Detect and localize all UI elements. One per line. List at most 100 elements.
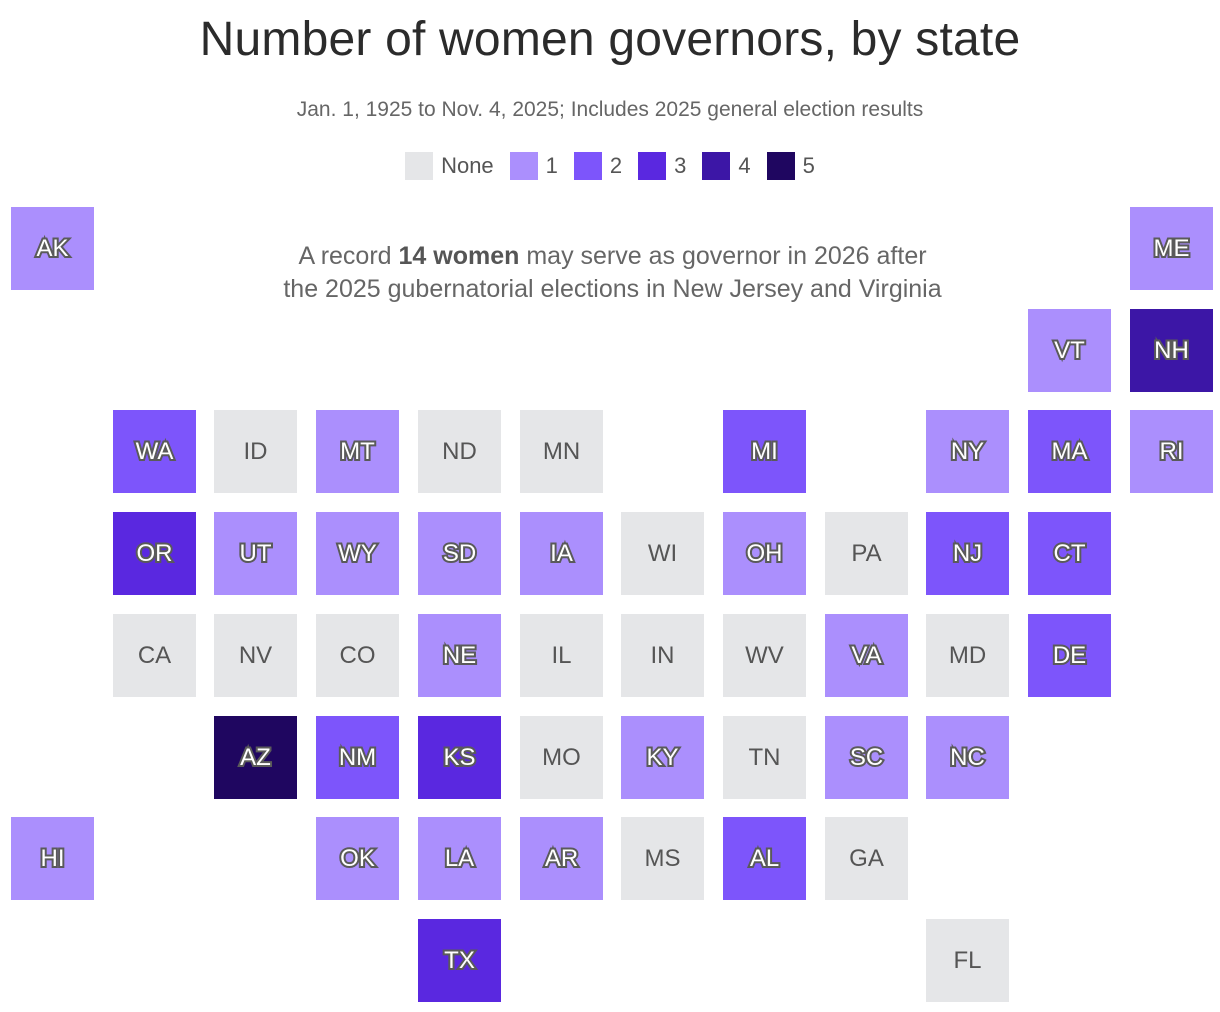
state-tile-ne[interactable]: NE [418, 614, 501, 697]
legend-swatch [702, 152, 731, 180]
state-label: MT [338, 436, 377, 467]
state-tile-mi[interactable]: MI [723, 410, 806, 493]
legend-label: 1 [545, 153, 558, 178]
state-label: NE [441, 640, 478, 671]
state-label: NM [337, 742, 378, 773]
annotation-post: may serve as governor in 2026 after the … [283, 242, 942, 303]
state-label: MI [749, 436, 780, 467]
state-tile-nc[interactable]: NC [926, 716, 1009, 799]
legend-label: None [441, 153, 494, 178]
state-tile-pa[interactable]: PA [825, 512, 908, 595]
legend-item: 1 [509, 152, 558, 180]
state-tile-ok[interactable]: OK [316, 817, 399, 900]
state-tile-ut[interactable]: UT [214, 512, 297, 595]
state-tile-nv[interactable]: NV [214, 614, 297, 697]
state-tile-co[interactable]: CO [316, 614, 399, 697]
state-label: TX [442, 945, 477, 976]
state-label: ME [1152, 233, 1192, 264]
state-label: HI [39, 843, 67, 874]
legend-label: 3 [674, 153, 687, 178]
state-tile-wy[interactable]: WY [316, 512, 399, 595]
state-tile-mn[interactable]: MN [520, 410, 603, 493]
annotation-pre: A record [298, 242, 399, 270]
state-label: AL [748, 843, 781, 874]
state-tile-ga[interactable]: GA [825, 817, 908, 900]
state-tile-fl[interactable]: FL [926, 919, 1009, 1002]
state-label: WA [134, 436, 176, 467]
legend: None 1 2 3 4 5 [0, 152, 1220, 180]
state-tile-sc[interactable]: SC [825, 716, 908, 799]
state-label: ND [442, 437, 477, 465]
legend-swatch [509, 152, 538, 180]
state-tile-nh[interactable]: NH [1130, 309, 1213, 392]
state-label: VA [849, 640, 883, 671]
state-label: NV [238, 641, 273, 669]
annotation-bold: 14 women [398, 242, 520, 270]
state-label: IN [650, 641, 675, 669]
state-tile-nd[interactable]: ND [418, 410, 501, 493]
state-tile-ny[interactable]: NY [926, 410, 1009, 493]
annotation: A record 14 women may serve as governor … [280, 240, 945, 306]
state-tile-nm[interactable]: NM [316, 716, 399, 799]
state-tile-az[interactable]: AZ [214, 716, 297, 799]
state-tile-ri[interactable]: RI [1130, 410, 1213, 493]
state-label: WI [647, 539, 678, 567]
state-label: FL [953, 946, 982, 974]
state-tile-me[interactable]: ME [1130, 207, 1213, 290]
state-tile-mo[interactable]: MO [520, 716, 603, 799]
state-label: CA [137, 641, 172, 669]
state-label: OR [135, 538, 175, 569]
state-label: GA [849, 844, 884, 872]
state-tile-tx[interactable]: TX [418, 919, 501, 1002]
state-tile-la[interactable]: LA [418, 817, 501, 900]
state-tile-wv[interactable]: WV [723, 614, 806, 697]
state-label: TN [748, 743, 781, 771]
state-tile-ma[interactable]: MA [1028, 410, 1111, 493]
state-label: OH [745, 538, 785, 569]
state-label: SD [441, 538, 478, 569]
state-label: WV [745, 641, 784, 669]
legend-swatch [405, 152, 434, 180]
state-label: MN [542, 437, 581, 465]
state-tile-ia[interactable]: IA [520, 512, 603, 595]
state-tile-mt[interactable]: MT [316, 410, 399, 493]
state-tile-al[interactable]: AL [723, 817, 806, 900]
state-label: CO [339, 641, 376, 669]
state-label: VT [1052, 335, 1087, 366]
state-tile-ms[interactable]: MS [621, 817, 704, 900]
legend-item: 5 [766, 152, 815, 180]
state-tile-or[interactable]: OR [113, 512, 196, 595]
map-title: Number of women governors, by state [199, 13, 1021, 66]
legend-swatch [573, 152, 602, 180]
state-tile-il[interactable]: IL [520, 614, 603, 697]
state-label: UT [238, 538, 274, 569]
legend-label: 4 [738, 153, 751, 178]
state-tile-id[interactable]: ID [214, 410, 297, 493]
state-label: RI [1158, 436, 1186, 467]
state-tile-wi[interactable]: WI [621, 512, 704, 595]
state-tile-tn[interactable]: TN [723, 716, 806, 799]
state-tile-md[interactable]: MD [926, 614, 1009, 697]
state-tile-ky[interactable]: KY [621, 716, 704, 799]
state-label: CT [1052, 538, 1088, 569]
state-tile-nj[interactable]: NJ [926, 512, 1009, 595]
state-tile-oh[interactable]: OH [723, 512, 806, 595]
state-tile-in[interactable]: IN [621, 614, 704, 697]
state-tile-de[interactable]: DE [1028, 614, 1111, 697]
state-tile-ak[interactable]: AK [11, 207, 94, 290]
state-tile-ks[interactable]: KS [418, 716, 501, 799]
legend-label: 5 [802, 153, 815, 178]
state-tile-va[interactable]: VA [825, 614, 908, 697]
state-tile-vt[interactable]: VT [1028, 309, 1111, 392]
map-subtitle: Jan. 1, 1925 to Nov. 4, 2025; Includes 2… [296, 98, 924, 121]
state-tile-hi[interactable]: HI [11, 817, 94, 900]
state-label: MO [542, 743, 581, 771]
state-tile-ca[interactable]: CA [113, 614, 196, 697]
state-tile-sd[interactable]: SD [418, 512, 501, 595]
state-tile-wa[interactable]: WA [113, 410, 196, 493]
state-label: MS [644, 844, 681, 872]
state-label: AZ [238, 742, 273, 773]
state-tile-ct[interactable]: CT [1028, 512, 1111, 595]
state-tile-ar[interactable]: AR [520, 817, 603, 900]
